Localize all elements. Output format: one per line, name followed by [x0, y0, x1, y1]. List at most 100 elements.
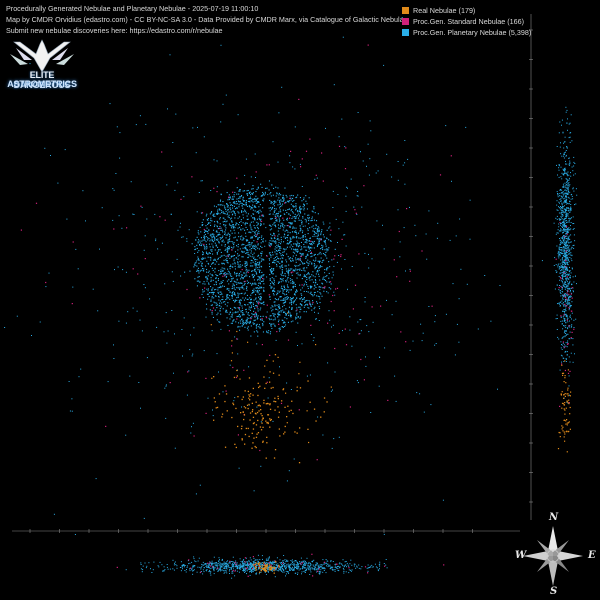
planetary-nebula-point	[559, 243, 561, 245]
planetary-nebula-point	[559, 195, 560, 197]
real-nebula-point	[568, 403, 570, 405]
planetary-nebula-point	[560, 212, 562, 213]
planetary-nebula-point	[297, 563, 298, 565]
planetary-nebula-point	[194, 249, 196, 251]
standard-nebula-point	[213, 187, 215, 189]
standard-nebula-point	[319, 239, 322, 241]
planetary-nebula-point	[187, 560, 189, 562]
real-nebula-point	[568, 430, 570, 432]
planetary-nebula-point	[299, 298, 301, 300]
planetary-nebula-point	[280, 239, 282, 241]
planetary-nebula-point	[198, 276, 200, 278]
standard-nebula-point	[338, 332, 340, 334]
planetary-nebula-point	[274, 237, 276, 239]
planetary-nebula-point	[560, 248, 562, 250]
planetary-nebula-point	[317, 312, 319, 314]
planetary-nebula-point	[259, 263, 261, 265]
planetary-nebula-point	[316, 177, 318, 179]
planetary-nebula-point	[568, 182, 570, 184]
planetary-nebula-point	[563, 218, 565, 220]
planetary-nebula-point	[241, 195, 243, 197]
planetary-nebula-point	[222, 221, 224, 223]
planetary-nebula-point	[308, 214, 310, 216]
planetary-nebula-point	[219, 273, 221, 275]
planetary-nebula-point	[296, 290, 298, 292]
planetary-nebula-point	[207, 565, 209, 567]
planetary-nebula-point	[310, 305, 312, 307]
planetary-nebula-point	[304, 218, 306, 220]
planetary-nebula-point	[295, 316, 297, 318]
planetary-nebula-point	[227, 268, 229, 270]
planetary-nebula-point	[253, 240, 255, 242]
planetary-nebula-point	[310, 293, 312, 295]
planetary-nebula-point	[562, 193, 564, 195]
planetary-nebula-point	[314, 284, 316, 286]
planetary-nebula-point	[243, 299, 245, 301]
planetary-nebula-point	[293, 458, 295, 460]
planetary-nebula-point	[565, 281, 567, 283]
planetary-nebula-point	[239, 190, 241, 192]
planetary-nebula-point	[252, 236, 254, 238]
planetary-nebula-point	[259, 326, 261, 328]
planetary-nebula-point	[317, 271, 319, 273]
planetary-nebula-point	[250, 307, 252, 309]
planetary-nebula-point	[332, 324, 334, 326]
planetary-nebula-point	[562, 263, 564, 265]
planetary-nebula-point	[565, 334, 567, 336]
planetary-nebula-point	[569, 201, 571, 203]
planetary-nebula-point	[288, 258, 290, 260]
planetary-nebula-point	[307, 272, 309, 274]
planetary-nebula-point	[279, 266, 281, 268]
planetary-nebula-point	[239, 565, 241, 567]
planetary-nebula-point	[567, 328, 569, 330]
planetary-nebula-point	[234, 236, 236, 238]
planetary-nebula-point	[564, 200, 565, 202]
planetary-nebula-point	[271, 323, 273, 325]
planetary-nebula-point	[214, 224, 216, 226]
planetary-nebula-point	[222, 270, 224, 272]
planetary-nebula-point	[296, 233, 298, 235]
planetary-nebula-point	[572, 344, 574, 346]
planetary-nebula-point	[231, 221, 233, 223]
planetary-nebula-point	[222, 391, 224, 393]
planetary-nebula-point	[279, 249, 281, 251]
planetary-nebula-point	[268, 213, 270, 215]
real-nebula-point	[252, 442, 254, 444]
planetary-nebula-point	[204, 233, 206, 235]
planetary-nebula-point	[199, 242, 201, 244]
planetary-nebula-point	[210, 224, 212, 226]
planetary-nebula-point	[193, 264, 195, 266]
planetary-nebula-point	[561, 222, 563, 223]
planetary-nebula-point	[233, 196, 235, 198]
planetary-nebula-point	[260, 568, 262, 570]
planetary-nebula-point	[290, 268, 292, 270]
planetary-nebula-point	[294, 213, 296, 215]
planetary-nebula-point	[312, 230, 314, 232]
planetary-nebula-point	[244, 572, 246, 573]
planetary-nebula-point	[256, 287, 258, 289]
planetary-nebula-point	[238, 322, 240, 324]
planetary-nebula-point	[294, 220, 296, 222]
planetary-nebula-point	[296, 265, 298, 267]
real-nebula-point	[565, 382, 567, 384]
planetary-nebula-point	[165, 384, 167, 386]
real-nebula-point	[258, 410, 260, 412]
planetary-nebula-point	[222, 211, 224, 213]
planetary-nebula-point	[190, 334, 191, 336]
planetary-nebula-point	[311, 219, 313, 221]
planetary-nebula-point	[565, 266, 567, 268]
planetary-nebula-point	[117, 266, 119, 268]
planetary-nebula-point	[288, 226, 290, 228]
planetary-nebula-point	[247, 213, 249, 215]
real-nebula-point	[569, 428, 571, 430]
planetary-nebula-point	[277, 204, 279, 206]
planetary-nebula-point	[565, 111, 567, 113]
planetary-nebula-point	[214, 309, 216, 311]
planetary-nebula-point	[275, 186, 277, 188]
planetary-nebula-point	[263, 194, 265, 196]
planetary-nebula-point	[213, 205, 215, 207]
planetary-nebula-point	[259, 282, 261, 284]
planetary-nebula-point	[564, 208, 566, 210]
planetary-nebula-point	[568, 298, 570, 300]
planetary-nebula-point	[97, 310, 99, 312]
